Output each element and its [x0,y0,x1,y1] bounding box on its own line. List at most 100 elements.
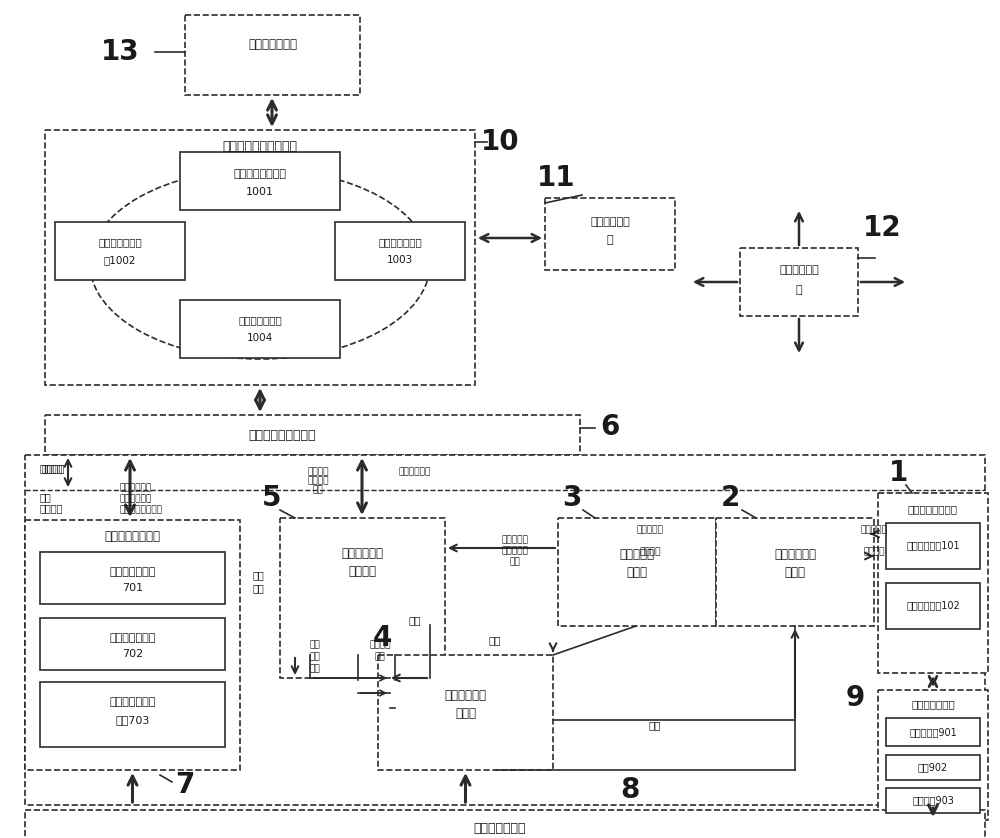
Text: 701: 701 [122,583,143,593]
Text: 数据重发指令: 数据重发指令 [399,468,431,477]
Text: 1001: 1001 [246,187,274,197]
Text: 多子带解调: 多子带解调 [502,535,528,545]
Bar [886,755,980,780]
Text: 控制: 控制 [252,570,264,580]
Text: 预处理后: 预处理后 [369,640,391,649]
Text: 分布式天线分系统: 分布式天线分系统 [908,504,958,514]
Text: 8: 8 [620,776,640,804]
Text: 全系统控制子系统: 全系统控制子系统 [234,169,287,179]
Bar [40,618,225,670]
Bar [25,810,985,838]
Bar [886,523,980,569]
Text: 供电保护分系: 供电保护分系 [779,265,819,275]
Text: 回波: 回波 [310,653,320,661]
Text: 雷达回波: 雷达回波 [307,477,329,485]
Text: 指令: 指令 [252,583,264,593]
Text: 雷达: 雷达 [310,640,320,649]
Text: 数据: 数据 [310,665,320,674]
Text: 回波信号: 回波信号 [863,547,885,556]
Text: 电激励信号: 电激励信号 [861,525,887,535]
Text: 信号: 信号 [510,557,520,566]
Text: 1004: 1004 [247,333,273,343]
Text: 触发: 触发 [489,635,501,645]
Text: 12: 12 [863,214,901,242]
Text: 温度测量子系统: 温度测量子系统 [109,567,156,577]
Bar [280,518,445,678]
Bar [45,130,475,385]
Text: 11: 11 [537,164,575,192]
Text: 人体三维点云数据: 人体三维点云数据 [120,505,163,515]
Text: 控制: 控制 [649,720,661,730]
Text: 控制指令: 控制指令 [40,463,64,473]
Bar [740,248,858,316]
Text: 线性天线阵列101: 线性天线阵列101 [906,540,960,550]
Bar [886,583,980,629]
Text: 2: 2 [720,484,740,512]
Bar [25,520,240,770]
Text: 重发指令: 重发指令 [40,503,64,513]
Text: 回波信号: 回波信号 [639,547,661,556]
Text: 便携式控制子系: 便携式控制子系 [98,237,142,247]
Text: 监控中心分系统: 监控中心分系统 [248,39,297,51]
Bar [378,655,553,770]
Text: 预处理后: 预处理后 [307,468,329,477]
Text: 分系统: 分系统 [455,706,476,720]
Text: 伺服运动分系统: 伺服运动分系统 [911,699,955,709]
Text: 数据: 数据 [375,653,385,661]
Text: 高速开关网络: 高速开关网络 [774,547,816,561]
Text: 1: 1 [888,459,908,487]
Text: 控制指令: 控制指令 [42,463,66,473]
Text: 金属探测子系统: 金属探测子系统 [109,633,156,643]
Text: 通信控制分系: 通信控制分系 [590,217,630,227]
Bar [185,15,360,95]
Text: 温度测量数据: 温度测量数据 [120,484,152,493]
Bar [886,718,980,746]
Text: 系统703: 系统703 [115,715,150,725]
Text: 分系统: 分系统 [626,566,648,578]
Text: 数据: 数据 [313,485,323,494]
Text: 1003: 1003 [387,255,413,265]
Text: 高速数据交换分系统: 高速数据交换分系统 [249,428,316,442]
Text: 702: 702 [122,649,143,659]
Bar [886,788,980,813]
Text: 三维点云测量子: 三维点云测量子 [109,697,156,707]
Text: 5: 5 [262,484,282,512]
Bar [40,682,225,747]
Bar [25,455,985,805]
Text: 机械结构分系统: 机械结构分系统 [474,821,526,835]
Bar [180,300,340,358]
Text: 工业控制与处理分系统: 工业控制与处理分系统 [222,139,298,153]
Bar [55,222,185,280]
Text: 多子带收发: 多子带收发 [620,547,654,561]
Text: 数据: 数据 [40,492,52,502]
Text: 触发: 触发 [409,615,421,625]
Text: 录分系统: 录分系统 [349,565,376,577]
Text: 线性天线阵列102: 线性天线阵列102 [906,600,960,610]
Text: 统: 统 [796,285,802,295]
Text: 统: 统 [607,235,613,245]
Text: 10: 10 [481,128,519,156]
Text: 9: 9 [845,684,865,712]
Text: 后模拟视频: 后模拟视频 [502,546,528,556]
Text: 多源传感器分系统: 多源传感器分系统 [104,530,160,542]
Text: 6: 6 [600,413,620,441]
Text: 自动感应子系统: 自动感应子系统 [238,315,282,325]
Text: 伺服控制器901: 伺服控制器901 [909,727,957,737]
Text: 中央电子设备: 中央电子设备 [444,689,486,701]
Bar [545,198,675,270]
Text: 分系统: 分系统 [784,566,806,578]
Text: 3: 3 [562,484,582,512]
Text: 13: 13 [101,38,139,66]
Text: 金属探测数据: 金属探测数据 [120,494,152,504]
Text: 传动装置903: 传动装置903 [912,795,954,805]
Bar [40,552,225,604]
Text: 数据采集与记: 数据采集与记 [342,546,384,560]
Text: 7: 7 [175,771,195,799]
Text: 一键运行子系统: 一键运行子系统 [378,237,422,247]
Text: 统1002: 统1002 [104,255,136,265]
Bar [180,152,340,210]
Bar [45,415,580,455]
Bar [716,518,874,626]
Text: 4: 4 [372,624,392,652]
Text: 电激励信号: 电激励信号 [637,525,663,535]
